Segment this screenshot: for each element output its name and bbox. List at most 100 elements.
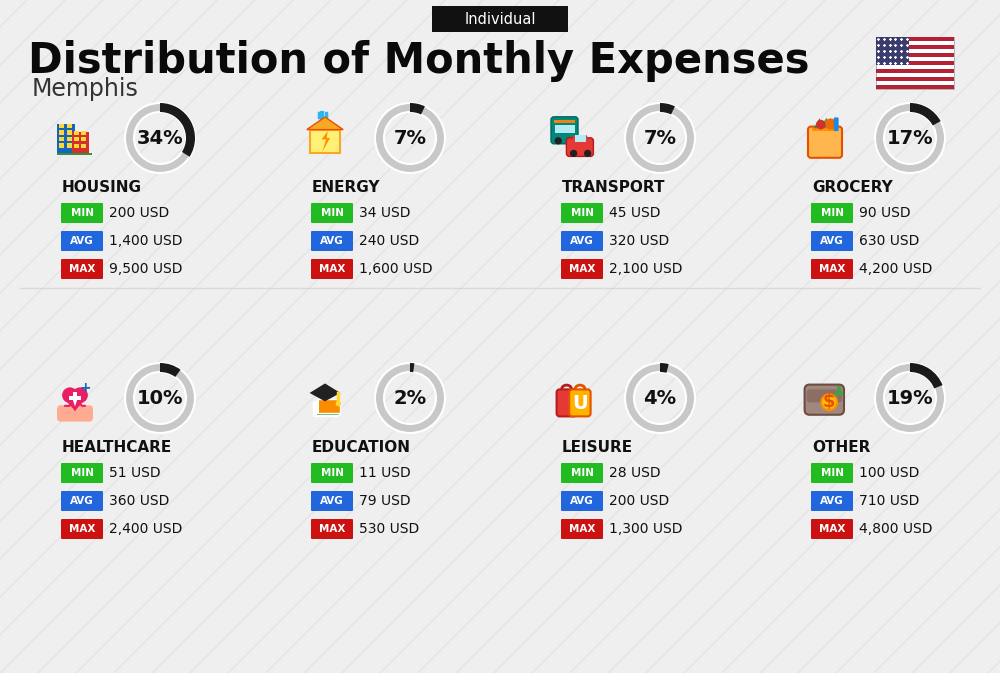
FancyBboxPatch shape [72,133,89,153]
Text: 10%: 10% [137,388,183,407]
Text: 1,400 USD: 1,400 USD [109,234,182,248]
FancyBboxPatch shape [61,231,103,251]
FancyBboxPatch shape [319,388,331,394]
Text: MIN: MIN [570,208,594,218]
Wedge shape [375,103,445,173]
Text: 9,500 USD: 9,500 USD [109,262,182,276]
FancyBboxPatch shape [311,519,353,539]
FancyBboxPatch shape [59,137,64,141]
FancyBboxPatch shape [313,402,315,416]
Text: MAX: MAX [819,524,845,534]
Circle shape [816,120,826,129]
FancyBboxPatch shape [74,131,79,135]
Text: +: + [80,381,91,395]
Text: 19%: 19% [887,388,933,407]
FancyBboxPatch shape [561,259,603,279]
Text: 630 USD: 630 USD [859,234,919,248]
FancyBboxPatch shape [876,85,954,89]
FancyBboxPatch shape [59,124,64,129]
Text: LEISURE: LEISURE [562,441,633,456]
FancyBboxPatch shape [876,37,909,65]
Text: Individual: Individual [464,11,536,26]
FancyBboxPatch shape [61,203,103,223]
Circle shape [336,401,341,406]
FancyBboxPatch shape [834,117,839,131]
Text: 320 USD: 320 USD [609,234,669,248]
FancyBboxPatch shape [561,491,603,511]
Polygon shape [310,384,340,401]
FancyBboxPatch shape [311,231,353,251]
FancyBboxPatch shape [876,69,954,73]
Text: MAX: MAX [69,264,95,274]
Text: 34 USD: 34 USD [359,206,411,220]
Circle shape [825,118,836,130]
FancyBboxPatch shape [61,519,103,539]
Text: 360 USD: 360 USD [109,494,169,508]
Text: 51 USD: 51 USD [109,466,161,480]
FancyBboxPatch shape [876,77,954,81]
Text: 45 USD: 45 USD [609,206,660,220]
Wedge shape [160,103,195,157]
Text: 710 USD: 710 USD [859,494,919,508]
Text: EDUCATION: EDUCATION [312,441,411,456]
FancyBboxPatch shape [561,231,603,251]
Text: 1,600 USD: 1,600 USD [359,262,433,276]
Circle shape [821,394,837,410]
FancyBboxPatch shape [808,127,842,157]
Wedge shape [910,363,943,388]
Circle shape [555,137,562,145]
FancyBboxPatch shape [811,491,853,511]
FancyBboxPatch shape [59,131,64,135]
Text: MIN: MIN [320,208,344,218]
Wedge shape [660,363,669,373]
Polygon shape [310,130,340,153]
Text: AVG: AVG [320,496,344,506]
FancyBboxPatch shape [807,390,842,402]
FancyBboxPatch shape [315,400,339,415]
Text: HEALTHCARE: HEALTHCARE [62,441,172,456]
Circle shape [570,150,577,157]
FancyBboxPatch shape [69,396,81,400]
Wedge shape [625,363,695,433]
Wedge shape [660,103,675,114]
Wedge shape [125,103,195,173]
Text: MIN: MIN [70,468,94,478]
Text: Distribution of Monthly Expenses: Distribution of Monthly Expenses [28,40,810,82]
Text: AVG: AVG [70,496,94,506]
Text: 79 USD: 79 USD [359,494,411,508]
Polygon shape [814,118,825,128]
FancyBboxPatch shape [551,117,578,144]
FancyBboxPatch shape [557,390,577,417]
Text: 17%: 17% [887,129,933,147]
FancyBboxPatch shape [432,6,568,32]
Text: 200 USD: 200 USD [109,206,169,220]
FancyBboxPatch shape [311,259,353,279]
Text: 11 USD: 11 USD [359,466,411,480]
FancyBboxPatch shape [565,125,575,133]
FancyBboxPatch shape [74,143,79,148]
Text: MAX: MAX [319,524,345,534]
Text: HOUSING: HOUSING [62,180,142,195]
FancyBboxPatch shape [74,137,79,141]
Text: 2,100 USD: 2,100 USD [609,262,682,276]
FancyBboxPatch shape [311,203,353,223]
Text: 240 USD: 240 USD [359,234,419,248]
Wedge shape [625,103,695,173]
Text: 4%: 4% [643,388,677,407]
FancyBboxPatch shape [315,400,317,415]
Text: $: $ [823,393,835,411]
Text: 7%: 7% [394,129,426,147]
FancyBboxPatch shape [317,399,340,413]
FancyBboxPatch shape [67,137,72,141]
FancyBboxPatch shape [561,463,603,483]
Wedge shape [125,363,195,433]
FancyBboxPatch shape [81,131,86,135]
FancyBboxPatch shape [566,138,593,156]
Circle shape [62,388,78,403]
Text: MAX: MAX [69,524,95,534]
Text: 28 USD: 28 USD [609,466,661,480]
FancyBboxPatch shape [811,519,853,539]
FancyBboxPatch shape [811,259,853,279]
Wedge shape [410,103,425,114]
Polygon shape [307,117,343,130]
